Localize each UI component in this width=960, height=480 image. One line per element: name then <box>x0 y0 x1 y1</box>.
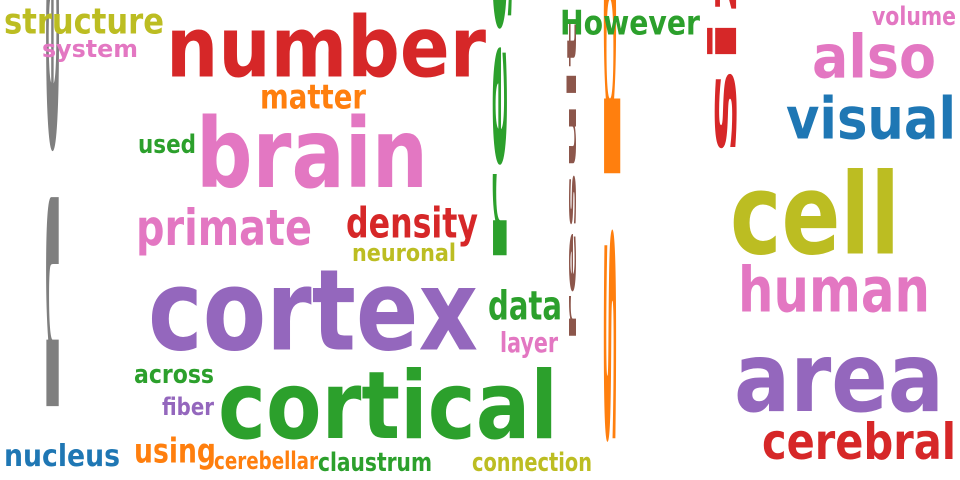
word-also: also <box>812 22 936 93</box>
word-system: system <box>42 35 138 64</box>
word-matter: matter <box>260 76 366 117</box>
word-cortex: cortex <box>148 246 478 378</box>
word-region: region <box>484 0 513 272</box>
word-connection: connection <box>472 446 592 478</box>
word-structure: structure <box>4 0 164 43</box>
word-area: area <box>734 321 944 435</box>
word-using: using <box>134 430 216 471</box>
word-brain: brain <box>196 97 428 211</box>
word-volume: volume <box>872 0 956 32</box>
word-size: size <box>701 0 746 156</box>
word-layer: layer <box>500 326 558 360</box>
word-data: data <box>488 282 562 330</box>
word-claustrum: claustrum <box>318 446 432 478</box>
word-result: result <box>565 20 580 344</box>
word-across: across <box>134 358 214 390</box>
word-primate: primate <box>136 199 312 258</box>
word-cell: cell <box>730 150 900 282</box>
word-neuron: neuron <box>38 0 64 438</box>
word-nucleus: nucleus <box>4 438 120 474</box>
word-however: However <box>560 2 700 43</box>
word-cerebral: cerebral <box>762 413 956 472</box>
word-human: human <box>738 253 930 327</box>
word-neuronal: neuronal <box>352 239 456 268</box>
word-visual: visual <box>786 84 956 153</box>
word-cortical: cortical <box>218 351 558 462</box>
word-cerebellar: cerebellar <box>214 447 318 476</box>
word-used: used <box>138 128 196 160</box>
word-species: species <box>596 0 621 464</box>
word-density: density <box>346 199 478 249</box>
word-number: number <box>166 0 486 97</box>
word-fiber: fiber <box>162 393 214 422</box>
